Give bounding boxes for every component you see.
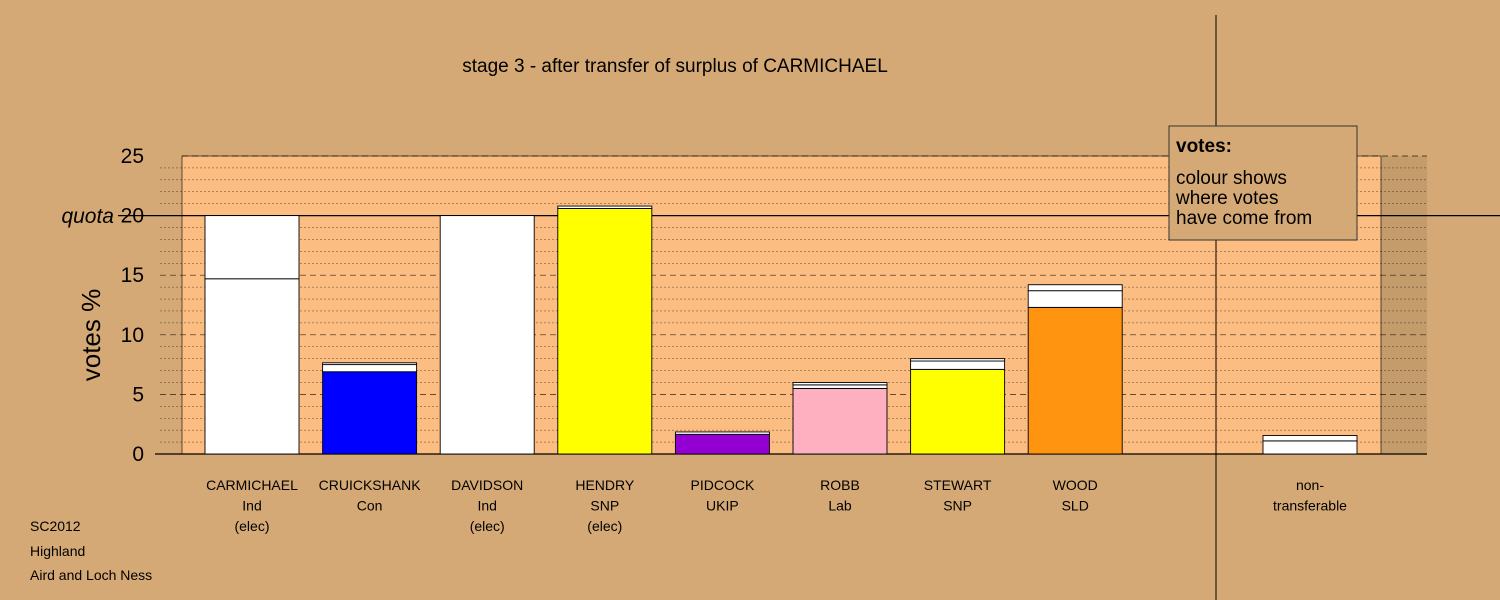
bar-carmichael-segment-1 xyxy=(204,278,300,455)
x-label-carmichael-party: Ind xyxy=(242,498,261,514)
x-label-hendry-note: (elec) xyxy=(587,518,622,534)
bar-stewart-segment-1 xyxy=(910,368,1006,455)
x-label-nontransferable-2: transferable xyxy=(1273,498,1347,514)
bar-nontransferable-segment-1 xyxy=(1262,440,1358,455)
bar-carmichael-segment-2 xyxy=(204,215,300,280)
footer-line-3: Aird and Loch Ness xyxy=(30,567,152,583)
bar-robb-segment-2 xyxy=(792,384,888,389)
bar-cruickshank-segment-1 xyxy=(322,371,418,455)
x-label-davidson-note: (elec) xyxy=(470,518,505,534)
x-label-carmichael-note: (elec) xyxy=(234,518,269,534)
bars-group xyxy=(204,205,1358,455)
x-label-cruickshank-name: CRUICKSHANK xyxy=(319,477,422,493)
x-label-stewart-party: SNP xyxy=(943,498,972,514)
y-tick-label: 15 xyxy=(121,264,144,287)
x-label-cruickshank-party: Con xyxy=(357,498,383,514)
bar-hendry-segment-1 xyxy=(557,207,653,455)
x-label-carmichael-name: CARMICHAEL xyxy=(206,477,298,493)
footer-line-2: Highland xyxy=(30,543,85,559)
bar-pidcock-segment-2 xyxy=(674,431,770,435)
x-label-wood-name: WOOD xyxy=(1053,477,1098,493)
bar-stewart-segment-2 xyxy=(910,360,1006,370)
quota-label: quota xyxy=(61,205,114,228)
y-tick-label: 5 xyxy=(132,383,144,406)
y-tick-label: 20 xyxy=(121,205,144,228)
x-label-robb-name: ROBB xyxy=(820,477,860,493)
x-label-davidson-name: DAVIDSON xyxy=(451,477,523,493)
x-label-pidcock-name: PIDCOCK xyxy=(691,477,755,493)
legend-title: votes: xyxy=(1176,136,1232,157)
bar-hendry-segment-2 xyxy=(557,205,653,209)
footer-line-1: SC2012 xyxy=(30,518,81,534)
legend-box xyxy=(1168,125,1358,241)
x-category-labels: CARMICHAEL Ind (elec) CRUICKSHANK Con DAVIDSO… xyxy=(206,477,1347,534)
x-label-pidcock-party: UKIP xyxy=(706,498,739,514)
legend-line-1: colour shows xyxy=(1176,168,1287,189)
x-label-nontransferable-1: non- xyxy=(1296,477,1324,493)
legend-line-2: where votes xyxy=(1175,188,1278,209)
bar-nontransferable-segment-2 xyxy=(1262,435,1358,442)
bar-robb-segment-3 xyxy=(792,382,888,386)
y-tick-labels: 0 5 10 15 20 25 xyxy=(121,145,144,466)
bar-cruickshank-segment-3 xyxy=(322,362,418,366)
x-label-robb-party: Lab xyxy=(828,498,852,514)
legend: votes: colour shows where votes have com… xyxy=(1168,125,1358,241)
bar-wood-segment-3 xyxy=(1027,284,1123,292)
bar-robb-segment-1 xyxy=(792,387,888,455)
y-tick-label: 0 xyxy=(132,443,144,466)
y-tick-label: 25 xyxy=(121,145,144,168)
x-label-hendry-party: SNP xyxy=(590,498,619,514)
legend-line-3: have come from xyxy=(1176,208,1312,229)
bar-pidcock-segment-1 xyxy=(674,433,770,455)
x-label-wood-party: SLD xyxy=(1062,498,1089,514)
x-label-davidson-party: Ind xyxy=(477,498,496,514)
chart-title: stage 3 - after transfer of surplus of C… xyxy=(462,56,888,77)
plot-extension-shade xyxy=(1381,156,1427,454)
bar-wood-segment-1 xyxy=(1027,306,1123,455)
bar-davidson-segment-1 xyxy=(439,215,535,455)
y-axis-label: votes % xyxy=(76,289,106,382)
y-tick-label: 10 xyxy=(121,324,144,347)
bar-wood-segment-2 xyxy=(1027,290,1123,308)
x-label-stewart-name: STEWART xyxy=(924,477,992,493)
bar-stewart-segment-3 xyxy=(910,358,1006,362)
x-label-hendry-name: HENDRY xyxy=(575,477,635,493)
bar-cruickshank-segment-2 xyxy=(322,364,418,373)
